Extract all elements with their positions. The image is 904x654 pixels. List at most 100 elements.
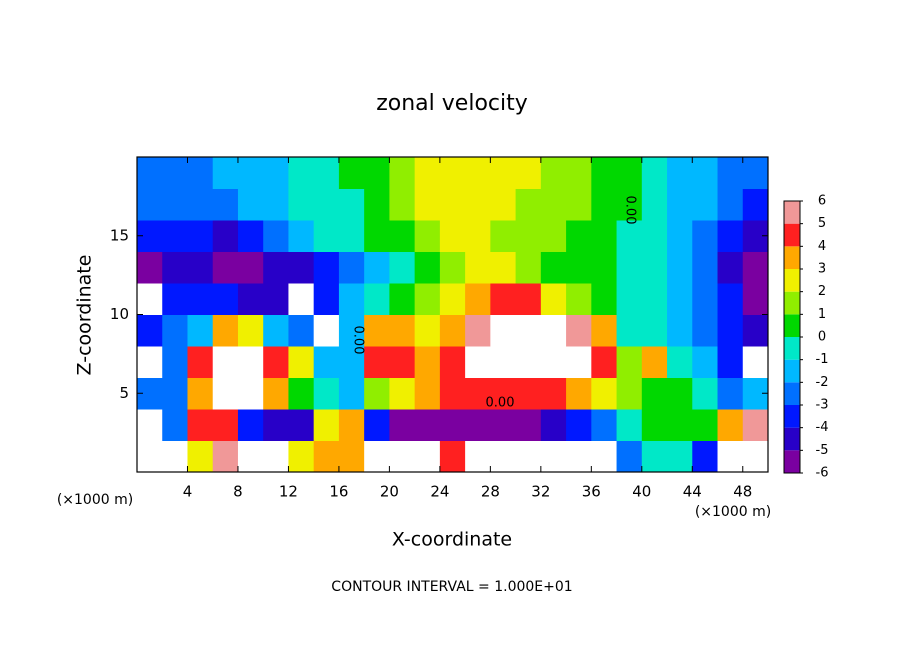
cell bbox=[263, 283, 289, 315]
cell bbox=[616, 377, 643, 410]
cell bbox=[515, 188, 542, 221]
cell bbox=[641, 283, 668, 315]
colorbar-swatch bbox=[784, 427, 800, 451]
cell bbox=[465, 346, 491, 378]
cell bbox=[540, 220, 567, 252]
cell bbox=[364, 220, 390, 252]
cell bbox=[288, 440, 315, 473]
cell bbox=[237, 188, 264, 221]
cell bbox=[591, 220, 618, 252]
colorbar-swatch bbox=[784, 269, 800, 292]
cell bbox=[717, 251, 744, 284]
cell bbox=[162, 409, 188, 441]
cell bbox=[566, 440, 592, 473]
colorbar-swatch bbox=[784, 246, 800, 269]
cell bbox=[187, 440, 214, 473]
cell bbox=[667, 251, 693, 284]
cell bbox=[263, 251, 289, 284]
cell bbox=[338, 314, 365, 347]
y-unit: (×1000 m) bbox=[57, 492, 133, 508]
cell bbox=[641, 251, 668, 284]
colorbar-swatch bbox=[784, 359, 800, 383]
cell bbox=[389, 188, 416, 221]
colorbar-tick-label: 1 bbox=[818, 307, 826, 322]
cell bbox=[414, 283, 441, 315]
cell bbox=[288, 157, 315, 189]
cell bbox=[162, 440, 188, 473]
cell bbox=[414, 314, 441, 347]
cell bbox=[566, 346, 592, 378]
cell bbox=[465, 314, 491, 347]
cell bbox=[313, 314, 340, 347]
cell bbox=[263, 314, 289, 347]
cell bbox=[389, 220, 416, 252]
cell bbox=[515, 251, 542, 284]
cell bbox=[465, 409, 491, 441]
cell bbox=[137, 157, 163, 189]
cell bbox=[364, 440, 390, 473]
cell bbox=[187, 220, 214, 252]
cell bbox=[591, 314, 618, 347]
cell bbox=[717, 220, 744, 252]
x-tick-label: 48 bbox=[733, 483, 752, 501]
colorbar-tick-label: 2 bbox=[818, 284, 826, 299]
cell bbox=[263, 188, 289, 221]
cell bbox=[566, 409, 592, 441]
cell bbox=[389, 409, 416, 441]
cell bbox=[137, 188, 163, 221]
cell bbox=[162, 314, 188, 347]
cell bbox=[692, 377, 719, 410]
cell bbox=[212, 283, 239, 315]
cell bbox=[263, 346, 289, 378]
cell bbox=[187, 346, 214, 378]
cell bbox=[616, 188, 643, 221]
cell bbox=[692, 157, 719, 189]
cell bbox=[490, 377, 517, 410]
cell bbox=[490, 440, 517, 473]
colorbar-swatch bbox=[784, 201, 800, 224]
cell bbox=[187, 377, 214, 410]
cell bbox=[212, 314, 239, 347]
colorbar-swatch bbox=[784, 450, 800, 473]
cell bbox=[742, 346, 769, 378]
cell bbox=[439, 251, 466, 284]
cell bbox=[667, 220, 693, 252]
cell bbox=[591, 251, 618, 284]
cell bbox=[540, 283, 567, 315]
x-tick-label: 12 bbox=[279, 483, 298, 501]
x-tick-label: 20 bbox=[380, 483, 399, 501]
cell bbox=[692, 251, 719, 284]
overlay: 4 8 12 16 20 24 28 32 36 40 44 48510150.000.000.00-… bbox=[110, 156, 828, 501]
colorbar-swatch bbox=[784, 223, 800, 247]
cell bbox=[742, 409, 769, 441]
cell bbox=[540, 188, 567, 221]
cell bbox=[742, 440, 769, 473]
y-axis-label: Z-coordinate bbox=[74, 255, 96, 376]
cell bbox=[313, 409, 340, 441]
cell bbox=[212, 157, 239, 189]
x-tick-label: 8 bbox=[233, 483, 243, 501]
cell bbox=[717, 188, 744, 221]
cell bbox=[667, 157, 693, 189]
cell bbox=[692, 440, 719, 473]
cell bbox=[313, 188, 340, 221]
cell bbox=[692, 346, 719, 378]
y-tick-label: 15 bbox=[110, 226, 129, 244]
cell bbox=[641, 220, 668, 252]
cell bbox=[439, 157, 466, 189]
cell bbox=[288, 409, 315, 441]
cell bbox=[465, 440, 491, 473]
cell bbox=[616, 314, 643, 347]
cell bbox=[641, 377, 668, 410]
cell bbox=[313, 220, 340, 252]
cell bbox=[591, 440, 618, 473]
y-tick-label: 10 bbox=[110, 305, 129, 323]
cell bbox=[616, 283, 643, 315]
cell bbox=[313, 157, 340, 189]
cell bbox=[540, 409, 567, 441]
cell bbox=[566, 220, 592, 252]
colorbar-tick-label: 6 bbox=[818, 194, 826, 209]
cell bbox=[490, 157, 517, 189]
cell bbox=[187, 409, 214, 441]
